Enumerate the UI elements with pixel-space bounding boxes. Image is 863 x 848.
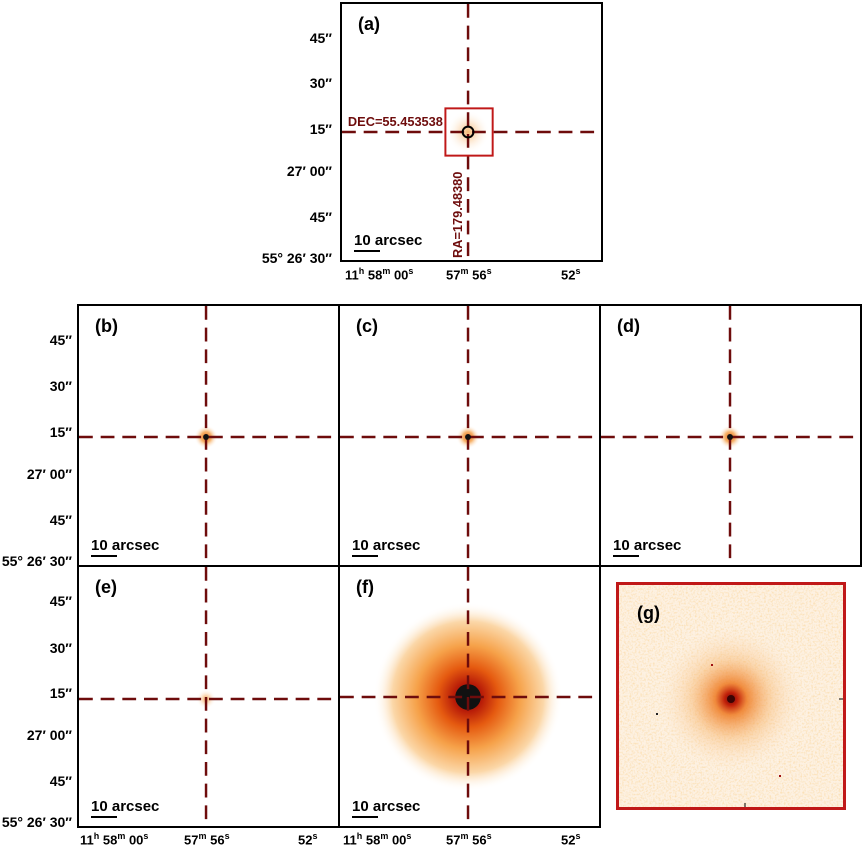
panel-f-image <box>340 567 599 826</box>
x-tick-a-1: 11h 58m 00s <box>345 266 414 283</box>
panel-f-scalebar: 10 arcsec <box>352 798 420 818</box>
y-tick-b-45b: 45″ <box>49 512 72 528</box>
panel-d: (d) 10 arcsec <box>599 304 862 567</box>
y-tick-e-30b: 55° 26′ 30″ <box>1 814 72 830</box>
x-tick-f-3: 52s <box>561 831 581 848</box>
y-tick-e-00: 27′ 00″ <box>26 727 72 743</box>
panel-d-scalebar: 10 arcsec <box>613 537 681 557</box>
panel-a: DEC=55.453538 RA=179.48380 (a) 10 arcsec <box>340 2 603 262</box>
y-tick-a-00: 27′ 00″ <box>286 163 332 179</box>
y-tick-b-45: 45″ <box>49 332 72 348</box>
panel-a-scalebar: 10 arcsec <box>354 232 422 252</box>
x-tick-e-2: 57m 56s <box>184 831 230 848</box>
panel-c-image <box>340 306 599 565</box>
panel-e-label: (e) <box>95 577 117 597</box>
x-tick-a-3: 52s <box>561 266 581 283</box>
zoom-box <box>444 107 494 157</box>
panel-c: (c) 10 arcsec <box>338 304 601 567</box>
y-tick-b-15: 15″ <box>49 424 72 440</box>
panel-a-label: (a) <box>358 14 380 34</box>
panel-b-label: (b) <box>95 316 118 336</box>
panel-c-scalebar: 10 arcsec <box>352 537 420 557</box>
x-tick-a-2: 57m 56s <box>446 266 492 283</box>
panel-f-label: (f) <box>356 577 374 597</box>
panel-e-scalebar: 10 arcsec <box>91 798 159 818</box>
x-tick-e-1: 11h 58m 00s <box>80 831 149 848</box>
panel-d-label: (d) <box>617 316 640 336</box>
panel-d-image <box>601 306 860 565</box>
y-tick-a-30b: 55° 26′ 30″ <box>261 250 332 266</box>
y-tick-b-30b: 55° 26′ 30″ <box>1 553 72 569</box>
panel-e: (e) 10 arcsec <box>77 565 340 828</box>
y-tick-a-45: 45″ <box>309 30 332 46</box>
panel-b-image <box>79 306 338 565</box>
y-tick-e-15: 15″ <box>49 685 72 701</box>
y-tick-b-00: 27′ 00″ <box>26 466 72 482</box>
y-tick-a-30: 30″ <box>309 75 332 91</box>
panel-f: (f) 10 arcsec <box>338 565 601 828</box>
panel-g: (g) <box>616 582 846 810</box>
panel-b: (b) 10 arcsec <box>77 304 340 567</box>
y-tick-e-30: 30″ <box>49 640 72 656</box>
panel-g-label: (g) <box>637 603 660 623</box>
y-tick-e-45: 45″ <box>49 593 72 609</box>
y-tick-b-30: 30″ <box>49 378 72 394</box>
ra-annotation: RA=179.48380 <box>450 172 465 258</box>
dec-annotation: DEC=55.453538 <box>348 114 443 129</box>
x-tick-e-3: 52s <box>298 831 318 848</box>
source-circle <box>461 125 475 139</box>
y-tick-a-15: 15″ <box>309 121 332 137</box>
x-tick-f-1: 11h 58m 00s <box>343 831 412 848</box>
x-tick-f-2: 57m 56s <box>446 831 492 848</box>
y-tick-e-45b: 45″ <box>49 773 72 789</box>
panel-a-image: DEC=55.453538 RA=179.48380 <box>342 4 601 260</box>
panel-c-label: (c) <box>356 316 378 336</box>
panel-g-image <box>619 585 843 807</box>
panel-e-image <box>79 567 338 826</box>
panel-b-scalebar: 10 arcsec <box>91 537 159 557</box>
y-tick-a-45b: 45″ <box>309 209 332 225</box>
